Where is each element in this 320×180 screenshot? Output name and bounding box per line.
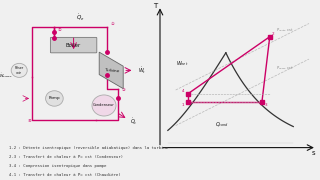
- Text: $W_{net}$: $W_{net}$: [176, 59, 188, 68]
- Text: T: T: [153, 3, 157, 9]
- Text: Pomp: Pomp: [49, 96, 60, 100]
- Text: $\dot{W}_t$: $\dot{W}_t$: [138, 65, 146, 76]
- Text: ②: ②: [110, 22, 114, 26]
- Text: $Q_{cond}$: $Q_{cond}$: [215, 120, 229, 129]
- FancyBboxPatch shape: [51, 37, 97, 53]
- Text: $\dot{Q}_e$: $\dot{Q}_e$: [76, 12, 84, 23]
- Text: 4: 4: [182, 89, 184, 93]
- Text: $P_{basse}$ cst: $P_{basse}$ cst: [276, 64, 293, 72]
- Circle shape: [46, 91, 63, 106]
- Text: $\dot{Q}_c$: $\dot{Q}_c$: [130, 117, 137, 127]
- Polygon shape: [99, 52, 123, 89]
- Text: Réser
voir: Réser voir: [15, 66, 24, 75]
- Text: $P_{haute}$ cst: $P_{haute}$ cst: [276, 26, 293, 34]
- Text: Condenseur: Condenseur: [93, 103, 115, 107]
- Text: 2: 2: [272, 32, 275, 36]
- Text: ③: ③: [122, 88, 125, 93]
- Circle shape: [11, 63, 27, 77]
- Text: Turbine: Turbine: [103, 68, 119, 73]
- Text: 3: 3: [264, 103, 267, 107]
- Circle shape: [92, 95, 116, 116]
- Text: 1: 1: [182, 103, 184, 107]
- Text: 2-3 : Transfert de chaleur à P= cst (Condenseur): 2-3 : Transfert de chaleur à P= cst (Con…: [10, 155, 124, 159]
- Text: 3-4 : Compression isentropique dans pompe: 3-4 : Compression isentropique dans pomp…: [10, 164, 107, 168]
- Text: s: s: [312, 150, 316, 156]
- Text: 1-2 : Détente isentropique (reversible adiabatique) dans la turbine: 1-2 : Détente isentropique (reversible a…: [10, 146, 169, 150]
- Text: ④: ④: [27, 119, 31, 123]
- Text: $\dot{W}_{pompe}$: $\dot{W}_{pompe}$: [0, 72, 13, 80]
- Text: 4-1 : Transfert de chaleur à P= cst (Chaudière): 4-1 : Transfert de chaleur à P= cst (Cha…: [10, 173, 121, 177]
- Text: ①: ①: [58, 28, 61, 32]
- Text: Boiler: Boiler: [66, 43, 81, 48]
